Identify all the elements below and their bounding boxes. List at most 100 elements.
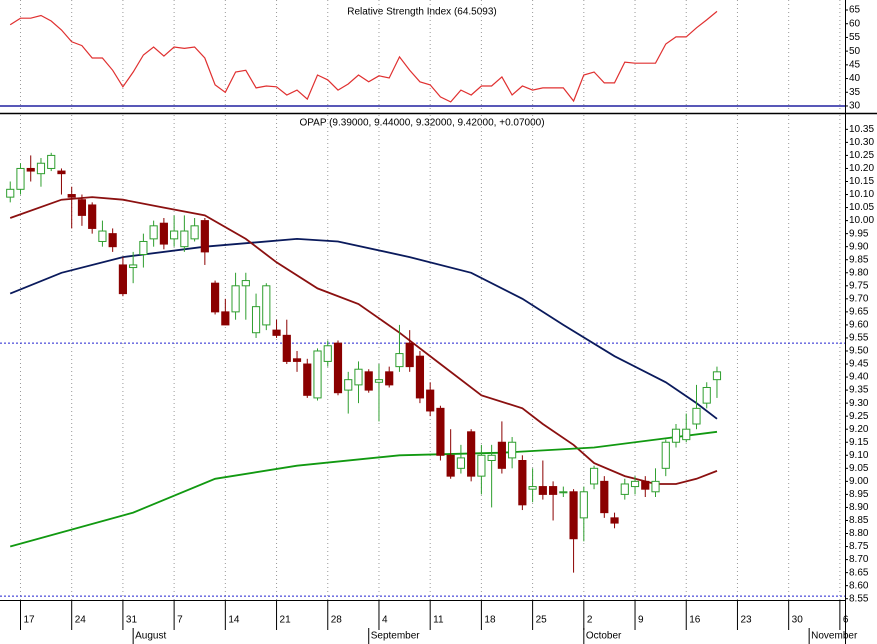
x-tick-label: 28 <box>331 615 343 626</box>
y-tick-label: 8.95 <box>849 489 869 500</box>
y-tick-label: 9.85 <box>849 254 869 265</box>
y-tick-label: 9.15 <box>849 437 869 448</box>
candle-body <box>528 486 537 490</box>
moving-average <box>9 237 718 420</box>
candle-body <box>620 483 629 495</box>
candle-body <box>467 431 476 477</box>
y-tick-label: 30 <box>849 101 861 112</box>
x-tick-label: 18 <box>484 615 496 626</box>
candle-body <box>456 457 465 469</box>
price-title: OPAP (9.39000, 9.44000, 9.32000, 9.42000… <box>299 118 544 129</box>
x-tick-label: 4 <box>382 615 388 626</box>
candle-body <box>374 379 384 383</box>
candle-body <box>405 342 414 368</box>
candle-body <box>98 230 107 242</box>
y-tick-label: 9.45 <box>849 359 869 370</box>
candle-body <box>108 233 117 248</box>
candle-body <box>712 371 722 381</box>
y-tick-label: 10.35 <box>849 124 874 135</box>
candle-body <box>497 441 506 469</box>
candle-body <box>426 389 435 412</box>
candle-body <box>129 264 138 269</box>
candle-body <box>139 240 148 256</box>
rsi-title: Relative Strength Index (64.5093) <box>347 7 497 18</box>
y-tick-label: 8.75 <box>849 541 869 552</box>
y-tick-label: 10.00 <box>849 215 874 226</box>
x-tick-label: 30 <box>792 615 804 626</box>
y-tick-label: 9.80 <box>849 267 869 278</box>
candle-body <box>333 342 343 394</box>
y-tick-label: 9.25 <box>849 411 869 422</box>
candle-body <box>518 459 527 506</box>
candle-body <box>16 167 25 190</box>
candle-body <box>303 363 312 396</box>
candle-body <box>180 230 189 248</box>
candle-body <box>190 225 199 240</box>
candle-body <box>549 486 558 495</box>
y-tick-label: 9.75 <box>849 280 869 291</box>
candle-body <box>354 368 363 386</box>
y-tick-label: 9.60 <box>849 320 869 331</box>
candle-body <box>88 204 97 229</box>
x-tick-label: 9 <box>638 615 644 626</box>
y-tick-label: 9.70 <box>849 293 869 304</box>
x-tick-label: 2 <box>587 615 593 626</box>
candle-body <box>436 407 445 456</box>
candle-body <box>282 334 291 362</box>
y-tick-label: 10.30 <box>849 137 874 148</box>
y-tick-label: 8.70 <box>849 554 869 565</box>
month-label: September <box>371 631 421 642</box>
y-tick-label: 9.20 <box>849 424 869 435</box>
y-tick-label: 60 <box>849 18 861 29</box>
candle-body <box>559 491 568 494</box>
candle-body <box>538 486 547 495</box>
candle-body <box>221 311 230 326</box>
y-tick-label: 45 <box>849 59 861 70</box>
candle-body <box>600 480 609 514</box>
candle-body <box>692 407 701 425</box>
y-tick-label: 55 <box>849 32 861 43</box>
month-label: November <box>811 631 858 642</box>
candle-body <box>118 264 127 295</box>
candle-body <box>26 167 35 172</box>
candle-body <box>344 379 353 391</box>
y-tick-label: 9.55 <box>849 333 869 344</box>
candle-body <box>682 428 691 441</box>
x-tick-label: 25 <box>536 615 548 626</box>
candle-body <box>47 154 56 169</box>
candle-body <box>364 371 373 391</box>
candle-body <box>446 454 455 477</box>
candle-body <box>292 358 302 362</box>
rsi-line <box>9 10 718 103</box>
candle-body <box>651 480 660 493</box>
y-tick-label: 9.00 <box>849 476 869 487</box>
x-tick-label: 6 <box>843 615 849 626</box>
x-tick-label: 23 <box>740 615 752 626</box>
y-tick-label: 10.15 <box>849 176 874 187</box>
candle-body <box>149 225 158 240</box>
candle-body <box>241 280 250 287</box>
candle-body <box>395 353 404 368</box>
candle-body <box>641 480 650 490</box>
y-tick-label: 10.20 <box>849 163 874 174</box>
candle-body <box>487 454 496 461</box>
candle-body <box>569 491 578 540</box>
y-tick-label: 9.10 <box>849 450 869 461</box>
y-tick-label: 65 <box>849 5 861 16</box>
candle-body <box>477 454 486 477</box>
candle-body <box>385 371 394 386</box>
candle-body <box>272 329 281 336</box>
candle-body <box>77 199 87 216</box>
y-tick-label: 8.65 <box>849 567 869 578</box>
candle-body <box>630 480 640 488</box>
y-tick-label: 9.40 <box>849 372 869 383</box>
candle-body <box>323 345 332 362</box>
candle-body <box>251 306 261 334</box>
y-tick-label: 8.80 <box>849 528 869 539</box>
candle-body <box>170 230 179 240</box>
moving-average <box>9 196 718 485</box>
month-label: October <box>586 631 622 642</box>
candle-body <box>415 355 425 399</box>
y-tick-label: 9.90 <box>849 241 869 252</box>
